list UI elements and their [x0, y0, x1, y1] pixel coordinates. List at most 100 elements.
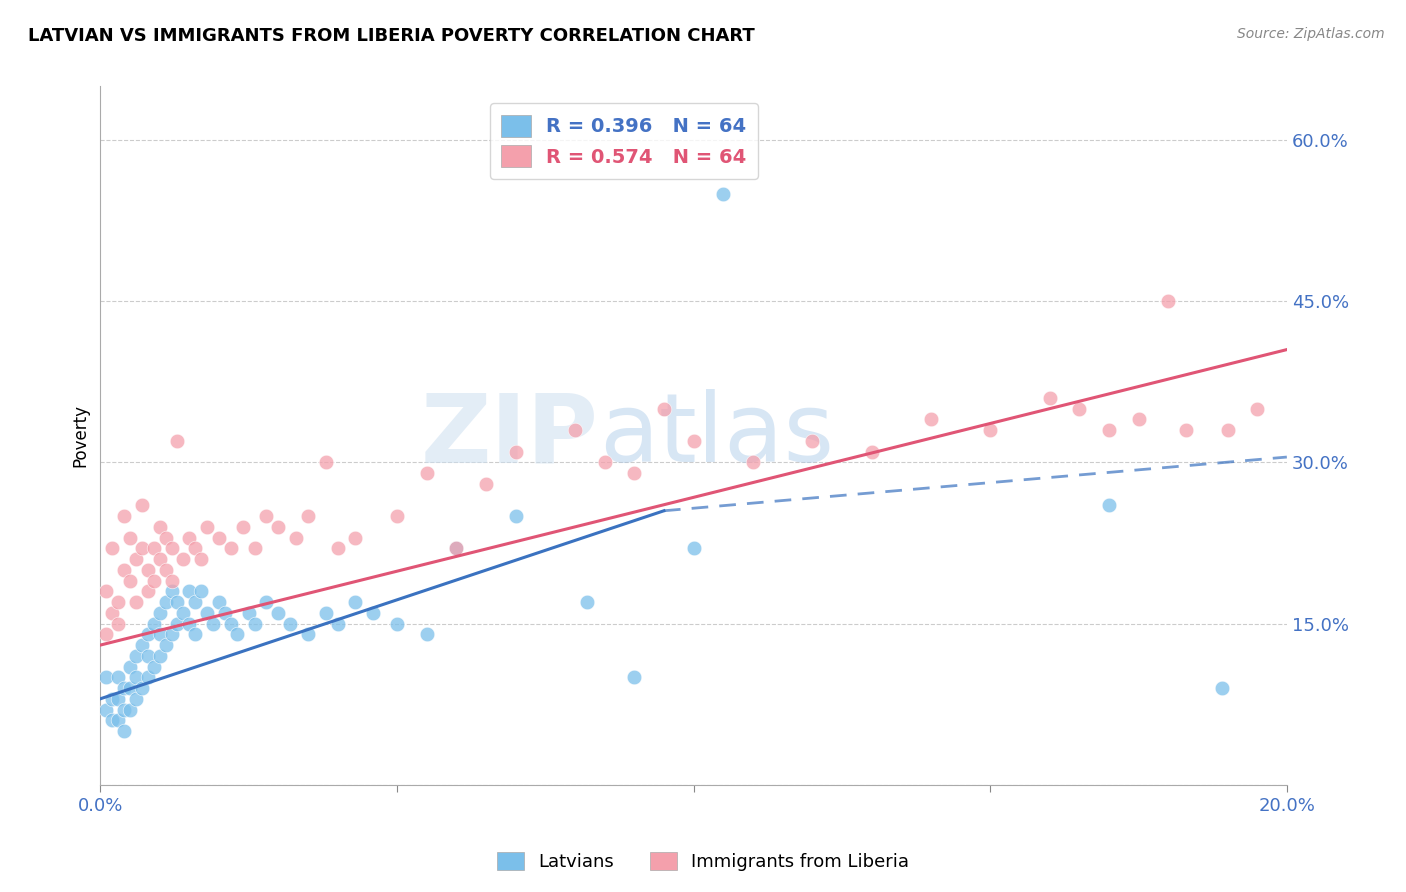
Point — [243, 616, 266, 631]
Point — [860, 444, 883, 458]
Point — [118, 574, 141, 588]
Point — [742, 455, 765, 469]
Point — [385, 616, 408, 631]
Point — [172, 606, 194, 620]
Point — [155, 638, 177, 652]
Point — [415, 466, 437, 480]
Legend: R = 0.396   N = 64, R = 0.574   N = 64: R = 0.396 N = 64, R = 0.574 N = 64 — [489, 103, 758, 179]
Point — [149, 648, 172, 663]
Point — [1038, 391, 1060, 405]
Point — [172, 552, 194, 566]
Point — [564, 423, 586, 437]
Point — [136, 670, 159, 684]
Point — [112, 681, 135, 695]
Text: ZIP: ZIP — [420, 389, 599, 482]
Point — [682, 541, 704, 556]
Point — [243, 541, 266, 556]
Point — [1098, 423, 1121, 437]
Point — [326, 541, 349, 556]
Point — [285, 531, 308, 545]
Point — [593, 455, 616, 469]
Point — [125, 595, 148, 609]
Point — [107, 691, 129, 706]
Point — [415, 627, 437, 641]
Point — [184, 595, 207, 609]
Point — [801, 434, 824, 448]
Point — [96, 584, 118, 599]
Point — [920, 412, 942, 426]
Point — [256, 509, 278, 524]
Point — [155, 595, 177, 609]
Point — [623, 670, 645, 684]
Point — [166, 616, 188, 631]
Point — [214, 606, 236, 620]
Point — [149, 552, 172, 566]
Point — [682, 434, 704, 448]
Point — [160, 627, 183, 641]
Point — [1157, 294, 1180, 309]
Point — [112, 563, 135, 577]
Point — [179, 616, 201, 631]
Point — [344, 531, 367, 545]
Point — [136, 627, 159, 641]
Point — [118, 702, 141, 716]
Point — [125, 648, 148, 663]
Point — [315, 606, 337, 620]
Point — [711, 186, 734, 201]
Point — [160, 541, 183, 556]
Point — [238, 606, 260, 620]
Point — [1211, 681, 1233, 695]
Point — [166, 434, 188, 448]
Point — [179, 584, 201, 599]
Point — [131, 499, 153, 513]
Point — [179, 531, 201, 545]
Point — [149, 520, 172, 534]
Point — [195, 606, 218, 620]
Point — [101, 541, 124, 556]
Point — [208, 595, 231, 609]
Point — [118, 659, 141, 673]
Point — [149, 627, 172, 641]
Point — [112, 702, 135, 716]
Point — [446, 541, 468, 556]
Point — [505, 509, 527, 524]
Text: LATVIAN VS IMMIGRANTS FROM LIBERIA POVERTY CORRELATION CHART: LATVIAN VS IMMIGRANTS FROM LIBERIA POVER… — [28, 27, 755, 45]
Text: Source: ZipAtlas.com: Source: ZipAtlas.com — [1237, 27, 1385, 41]
Point — [225, 627, 247, 641]
Point — [112, 509, 135, 524]
Legend: Latvians, Immigrants from Liberia: Latvians, Immigrants from Liberia — [489, 845, 917, 879]
Point — [1098, 499, 1121, 513]
Point — [190, 584, 212, 599]
Point — [1216, 423, 1239, 437]
Point — [166, 595, 188, 609]
Point — [297, 509, 319, 524]
Point — [652, 401, 675, 416]
Point — [1128, 412, 1150, 426]
Point — [326, 616, 349, 631]
Point — [160, 584, 183, 599]
Point — [623, 466, 645, 480]
Point — [136, 563, 159, 577]
Point — [505, 444, 527, 458]
Point — [1246, 401, 1268, 416]
Point — [219, 616, 242, 631]
Point — [219, 541, 242, 556]
Point — [107, 670, 129, 684]
Point — [131, 638, 153, 652]
Point — [101, 691, 124, 706]
Point — [118, 681, 141, 695]
Point — [125, 552, 148, 566]
Point — [267, 606, 290, 620]
Point — [101, 606, 124, 620]
Point — [278, 616, 301, 631]
Point — [125, 691, 148, 706]
Point — [361, 606, 384, 620]
Point — [142, 541, 165, 556]
Point — [101, 713, 124, 727]
Point — [107, 713, 129, 727]
Point — [96, 702, 118, 716]
Point — [297, 627, 319, 641]
Point — [107, 616, 129, 631]
Point — [184, 541, 207, 556]
Point — [96, 627, 118, 641]
